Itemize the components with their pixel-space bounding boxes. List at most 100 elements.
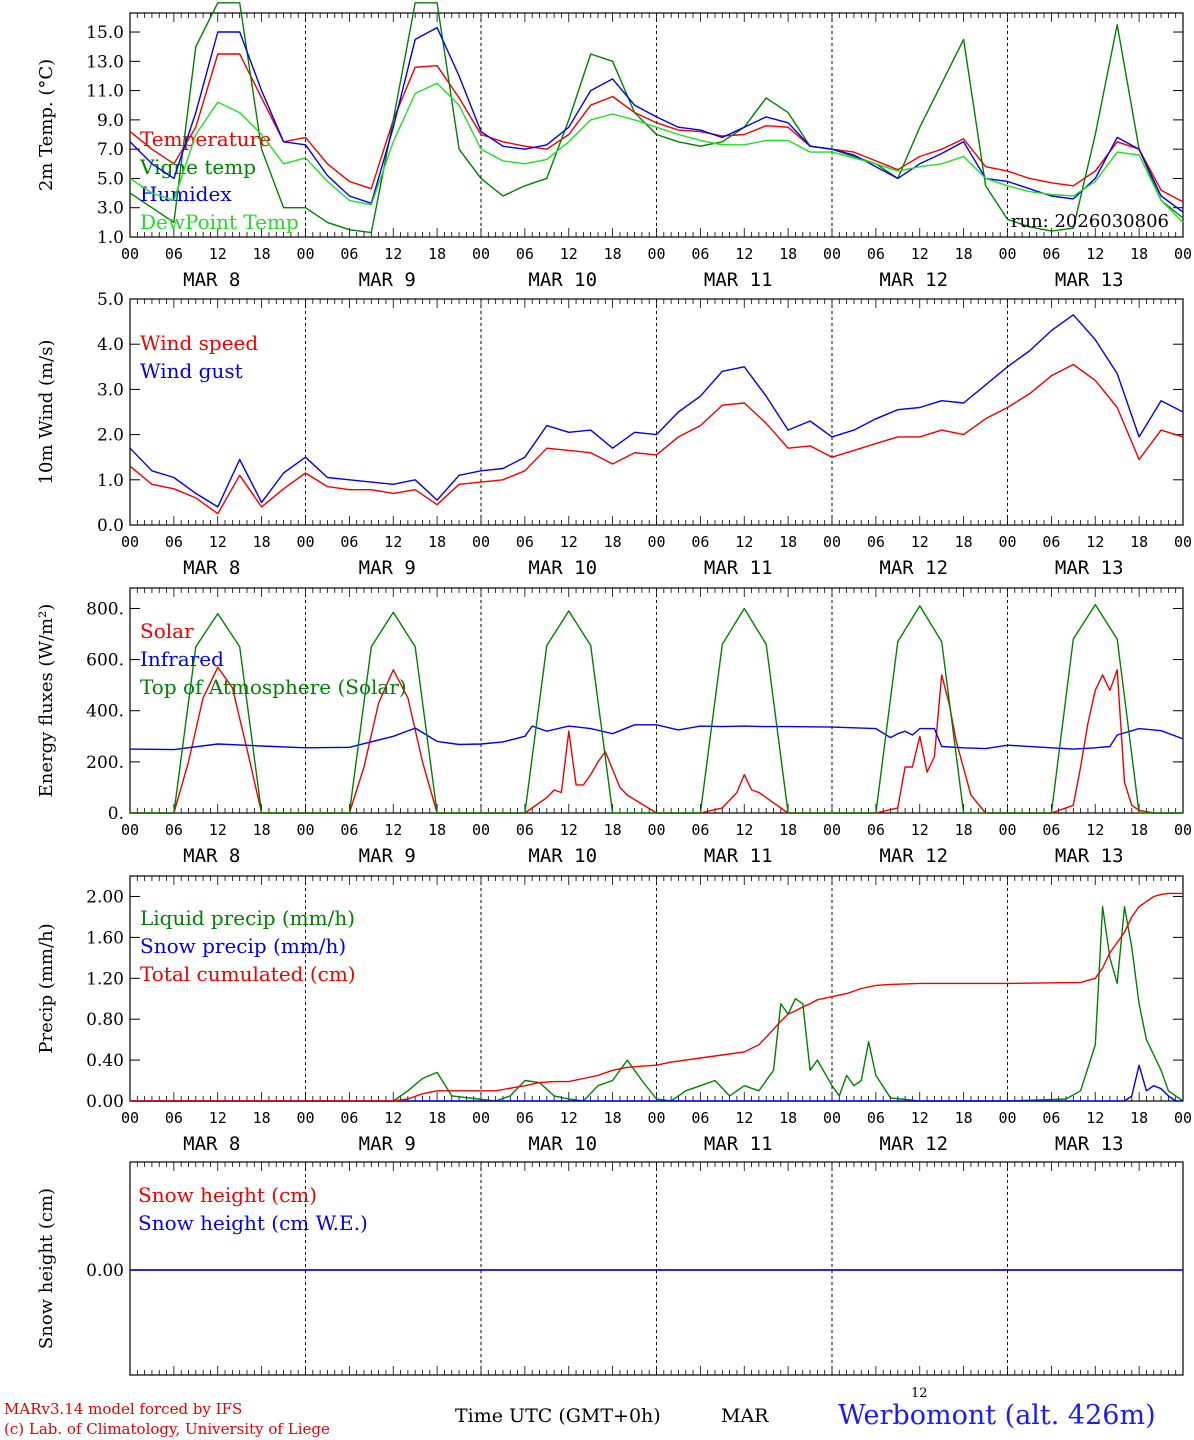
x-hour-label: 12	[209, 245, 227, 263]
x-hour-label: 00	[1174, 1109, 1192, 1127]
y-tick-label: 2.0	[97, 426, 124, 446]
bottom-month-label: MAR	[721, 1405, 769, 1427]
legend-entry: Top of Atmosphere (Solar)	[140, 675, 407, 699]
x-hour-label: 00	[296, 821, 314, 839]
y-tick-label: 0.00	[86, 1092, 124, 1112]
x-hour-label: 12	[560, 1109, 578, 1127]
x-day-label: MAR 10	[528, 557, 597, 579]
series-line	[130, 666, 1183, 814]
x-hour-label: 06	[867, 1109, 885, 1127]
x-hour-label: 00	[472, 1109, 490, 1127]
x-hour-label: 18	[955, 1109, 973, 1127]
x-hour-label: 06	[691, 533, 709, 551]
x-hour-label: 00	[296, 533, 314, 551]
x-day-label: MAR 13	[1055, 845, 1124, 867]
x-hour-label: 00	[823, 821, 841, 839]
y-tick-label: 5.0	[97, 169, 124, 189]
x-hour-label: 18	[955, 821, 973, 839]
legend-entry: Total cumulated (cm)	[140, 962, 356, 986]
x-hour-label: 18	[779, 533, 797, 551]
x-hour-label: 12	[735, 533, 753, 551]
x-hour-label: 00	[121, 245, 139, 263]
x-hour-label: 06	[165, 1109, 183, 1127]
y-tick-label: 1.20	[86, 969, 124, 989]
series-line	[129, 53, 1184, 203]
x-hour-label: 06	[867, 533, 885, 551]
x-hour-label: 00	[121, 533, 139, 551]
y-tick-label: 3.0	[97, 380, 124, 400]
x-hour-label: 06	[516, 1109, 534, 1127]
y-tick-label: 3.0	[97, 199, 124, 219]
x-hour-label: 18	[253, 821, 271, 839]
y-tick-label: 200.	[86, 753, 124, 773]
x-hour-label: 06	[165, 533, 183, 551]
x-hour-label: 18	[779, 245, 797, 263]
x-hour-label: 00	[998, 245, 1016, 263]
x-hour-label: 18	[1130, 821, 1148, 839]
x-hour-label: 12	[209, 533, 227, 551]
legend-entry: Solar	[140, 619, 194, 643]
x-hour-label: 12	[560, 245, 578, 263]
x-hour-label: 12	[209, 821, 227, 839]
series-line	[130, 906, 1184, 1102]
x-day-label: MAR 8	[183, 1133, 240, 1155]
x-hour-label: 18	[604, 245, 622, 263]
legend-entry: Wind gust	[140, 359, 243, 383]
x-hour-label: 12	[209, 1109, 227, 1127]
x-hour-label: 06	[516, 821, 534, 839]
x-hour-label: 00	[647, 821, 665, 839]
x-hour-label: 00	[1174, 245, 1192, 263]
y-tick-label: 9.0	[97, 111, 124, 131]
x-hour-label: 12	[735, 1109, 753, 1127]
x-hour-label: 06	[1042, 533, 1060, 551]
y-axis-title: Precip (mm/h)	[36, 923, 57, 1053]
x-hour-label: 00	[296, 1109, 314, 1127]
x-day-label: MAR 8	[183, 557, 240, 579]
x-hour-label: 00	[647, 1109, 665, 1127]
series-line	[129, 724, 1184, 751]
plot-frame-0	[129, 12, 1184, 238]
x-day-label: MAR 13	[1055, 557, 1124, 579]
series-line	[129, 82, 1184, 223]
y-axis-title: Energy fluxes (W/m²)	[36, 604, 57, 798]
x-hour-label: 06	[1042, 1109, 1060, 1127]
legend-entry: Wind speed	[140, 331, 258, 355]
x-hour-label: 06	[340, 1109, 358, 1127]
plot-frame-2	[129, 587, 1184, 814]
x-hour-label: 18	[955, 245, 973, 263]
x-day-label: MAR 8	[183, 845, 240, 867]
x-hour-label: 18	[1130, 245, 1148, 263]
x-hour-label: 00	[647, 533, 665, 551]
y-tick-label: 0.	[108, 804, 124, 824]
station-name: Werbomont (alt. 426m)	[838, 1400, 1156, 1431]
x-hour-label: 18	[604, 1109, 622, 1127]
y-tick-label: 13.0	[86, 52, 124, 72]
series-line	[129, 2, 1184, 234]
x-day-label: MAR 13	[1055, 269, 1124, 291]
y-tick-label: 400.	[86, 702, 124, 722]
y-tick-label: 2.00	[86, 887, 124, 907]
x-hour-label: 06	[165, 245, 183, 263]
x-hour-label: 06	[691, 245, 709, 263]
x-hour-label: 06	[691, 821, 709, 839]
x-day-label: MAR 12	[879, 269, 948, 291]
x-day-label: MAR 10	[528, 845, 597, 867]
series-line	[129, 26, 1184, 213]
x-hour-label: 12	[911, 1109, 929, 1127]
x-hour-label: 12	[560, 821, 578, 839]
x-hour-label: 00	[121, 821, 139, 839]
x-hour-label: 06	[516, 533, 534, 551]
x-hour-label: 18	[604, 533, 622, 551]
x-hour-label: 06	[340, 533, 358, 551]
y-tick-label: 1.60	[86, 928, 124, 948]
bottom-day-label: 12	[911, 1386, 928, 1401]
legend-entry: Vigne temp	[139, 155, 256, 179]
x-day-label: MAR 10	[528, 269, 597, 291]
x-hour-label: 00	[1174, 533, 1192, 551]
x-day-label: MAR 10	[528, 1133, 597, 1155]
x-hour-label: 12	[560, 533, 578, 551]
x-hour-label: 18	[604, 821, 622, 839]
y-tick-label: 0.0	[97, 516, 124, 536]
x-hour-label: 18	[1130, 1109, 1148, 1127]
x-hour-label: 00	[998, 533, 1016, 551]
